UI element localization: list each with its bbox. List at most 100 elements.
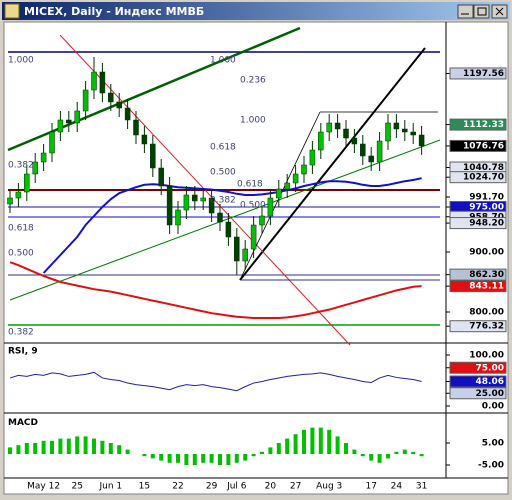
macd-bar bbox=[268, 447, 273, 454]
macd-bar bbox=[125, 449, 130, 454]
candle-body bbox=[360, 143, 366, 157]
macd-bar bbox=[108, 443, 113, 454]
macd-bar bbox=[184, 454, 189, 465]
macd-bar bbox=[310, 427, 315, 454]
y-tick-label: 1040.78 bbox=[463, 163, 504, 173]
fib-label: 0.500 bbox=[8, 249, 34, 259]
macd-bar bbox=[377, 454, 382, 463]
candle-body bbox=[91, 71, 97, 91]
x-tick-label: 15 bbox=[139, 482, 150, 492]
candle-body bbox=[259, 215, 265, 226]
candle-body bbox=[15, 191, 22, 199]
candle-body bbox=[418, 134, 425, 147]
y-tick-label: 100.00 bbox=[469, 351, 504, 361]
candle-body bbox=[166, 185, 173, 226]
macd-bar bbox=[201, 454, 206, 463]
macd-bar bbox=[386, 454, 390, 459]
macd-bar bbox=[411, 451, 416, 454]
candle-body bbox=[301, 164, 307, 175]
macd-bar bbox=[75, 436, 80, 454]
candle-body bbox=[150, 143, 156, 169]
macd-bar bbox=[58, 438, 63, 454]
candle-body bbox=[82, 89, 89, 112]
y-tick-box bbox=[449, 320, 507, 333]
candle-body bbox=[292, 173, 299, 184]
macd-bar bbox=[176, 454, 180, 463]
macd-bar bbox=[66, 438, 71, 454]
candle-body bbox=[175, 209, 181, 226]
fib-label: 0.500 bbox=[240, 201, 266, 211]
y-tick-box bbox=[449, 375, 507, 388]
candle-body bbox=[124, 107, 131, 121]
panel-title: MACD bbox=[8, 418, 38, 428]
title-bar bbox=[2, 2, 510, 20]
candle-body bbox=[309, 149, 316, 166]
x-tick-label: Jul 6 bbox=[226, 482, 247, 492]
x-tick-label: 25 bbox=[71, 482, 82, 492]
y-tick-label: 991.70 bbox=[469, 192, 504, 202]
x-tick-label: 29 bbox=[206, 482, 218, 492]
macd-bar bbox=[92, 438, 96, 454]
candle-body bbox=[200, 197, 206, 202]
macd-bar bbox=[352, 449, 357, 454]
y-tick-label: 75.00 bbox=[476, 363, 504, 373]
candle-body bbox=[318, 131, 324, 151]
macd-bar bbox=[419, 454, 424, 457]
y-tick-label: 48.06 bbox=[476, 377, 504, 387]
macd-bar bbox=[218, 454, 222, 465]
candle-body bbox=[49, 131, 55, 154]
macd-bar bbox=[360, 454, 365, 457]
candle-body bbox=[250, 224, 257, 250]
candle-body bbox=[7, 197, 13, 205]
x-tick-label: 24 bbox=[391, 482, 403, 492]
candle-body bbox=[334, 122, 341, 130]
macd-bar bbox=[327, 429, 332, 454]
moving-average bbox=[9, 261, 422, 319]
candle-body bbox=[376, 140, 383, 163]
macd-bar bbox=[167, 454, 172, 463]
maximize-button[interactable] bbox=[473, 4, 490, 19]
macd-bar bbox=[318, 427, 323, 454]
x-tick-label: 31 bbox=[416, 482, 427, 492]
y-tick-label: 800.00 bbox=[469, 308, 504, 318]
y-tick-label: 25.00 bbox=[476, 389, 504, 399]
macd-bar bbox=[50, 440, 54, 454]
candle-body bbox=[351, 137, 358, 145]
candle-body bbox=[326, 122, 332, 133]
fib-label: 0.618 bbox=[237, 180, 263, 190]
fib-label: 0.500 bbox=[210, 168, 236, 178]
candle-body bbox=[99, 71, 106, 94]
panel-title: RSI, 9 bbox=[8, 346, 38, 356]
candle-body bbox=[133, 119, 139, 136]
moving-average bbox=[42, 177, 422, 274]
macd-bar bbox=[243, 454, 248, 461]
candle-body bbox=[116, 101, 122, 109]
candle-body bbox=[234, 236, 240, 262]
candle-body bbox=[410, 131, 416, 136]
x-tick-label: 20 bbox=[265, 482, 277, 492]
minimize-button[interactable] bbox=[457, 4, 474, 19]
y-tick-label: 776.32 bbox=[469, 322, 504, 332]
macd-bar bbox=[209, 454, 214, 463]
macd-bar bbox=[402, 449, 407, 454]
x-tick-label: Jun 1 bbox=[98, 482, 122, 492]
macd-bar bbox=[335, 436, 340, 454]
macd-bar bbox=[150, 454, 155, 459]
y-tick-box bbox=[449, 387, 507, 400]
fib-label: 1.000 bbox=[240, 116, 266, 126]
chart-area bbox=[3, 21, 509, 495]
candle-body bbox=[393, 122, 400, 130]
candle-body bbox=[276, 188, 282, 199]
y-tick-box bbox=[449, 139, 507, 152]
x-tick-label: Aug 3 bbox=[316, 482, 342, 492]
fib-label: 0.618 bbox=[210, 143, 236, 153]
macd-bar bbox=[260, 451, 264, 454]
macd-bar bbox=[33, 443, 38, 454]
macd-bar bbox=[344, 443, 348, 454]
fib-label: 0.382 bbox=[210, 196, 236, 206]
window-title: MICEX, Daily - Индекс ММВБ bbox=[24, 5, 204, 18]
y-tick-box bbox=[450, 306, 506, 318]
fib-label: 0.236 bbox=[240, 76, 266, 86]
candle-body bbox=[402, 128, 408, 133]
